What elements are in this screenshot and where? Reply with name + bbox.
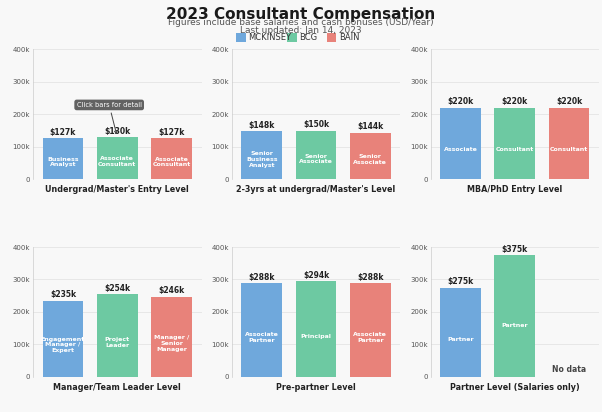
Text: $220k: $220k — [556, 97, 582, 106]
Text: $220k: $220k — [447, 97, 474, 106]
Text: 2023 Consultant Compensation: 2023 Consultant Compensation — [166, 7, 436, 22]
Text: Senior
Business
Analyst: Senior Business Analyst — [246, 151, 278, 168]
Text: $150k: $150k — [303, 120, 329, 129]
X-axis label: Undergrad/Master's Entry Level: Undergrad/Master's Entry Level — [45, 185, 189, 194]
Text: Associate
Partner: Associate Partner — [353, 332, 387, 343]
Text: Last updated: Jan 14, 2023: Last updated: Jan 14, 2023 — [240, 26, 362, 35]
Bar — [350, 283, 391, 377]
Text: Partner: Partner — [501, 323, 528, 328]
Text: Consultant: Consultant — [495, 147, 534, 152]
X-axis label: 2-3yrs at undergrad/Master's Level: 2-3yrs at undergrad/Master's Level — [237, 185, 396, 194]
Text: $144k: $144k — [357, 122, 383, 131]
Bar — [440, 288, 481, 377]
Text: $127k: $127k — [158, 128, 185, 136]
Text: $130k: $130k — [104, 126, 131, 136]
Bar — [494, 255, 535, 377]
Text: Consultant: Consultant — [550, 147, 588, 152]
Text: Associate
Partner: Associate Partner — [245, 332, 279, 343]
Text: BCG: BCG — [300, 33, 318, 42]
Text: $275k: $275k — [447, 277, 474, 286]
Text: $246k: $246k — [158, 286, 185, 295]
X-axis label: Partner Level (Salaries only): Partner Level (Salaries only) — [450, 382, 580, 391]
Text: BAIN: BAIN — [338, 33, 359, 42]
Text: Senior
Associate: Senior Associate — [299, 154, 333, 164]
Text: $254k: $254k — [104, 284, 131, 293]
Bar — [241, 283, 282, 377]
Text: Engagement
Manager /
Expert: Engagement Manager / Expert — [41, 337, 85, 353]
X-axis label: Pre-partner Level: Pre-partner Level — [276, 382, 356, 391]
Text: Senior
Associate: Senior Associate — [353, 154, 387, 165]
Text: Manager /
Senior
Manager: Manager / Senior Manager — [154, 335, 189, 352]
Bar — [296, 131, 337, 179]
Bar — [97, 137, 138, 179]
Text: $375k: $375k — [501, 244, 528, 253]
Text: MCKINSEY: MCKINSEY — [248, 33, 291, 42]
Bar — [43, 138, 83, 179]
Bar — [440, 108, 481, 179]
Bar — [241, 131, 282, 179]
Bar — [494, 108, 535, 179]
X-axis label: Manager/Team Leader Level: Manager/Team Leader Level — [54, 382, 181, 391]
Text: Principal: Principal — [300, 335, 332, 339]
Text: $148k: $148k — [249, 121, 275, 130]
Text: $220k: $220k — [501, 97, 528, 106]
Bar — [151, 297, 192, 377]
Text: $288k: $288k — [357, 273, 383, 282]
Bar — [350, 133, 391, 179]
Bar — [97, 295, 138, 377]
Text: No data: No data — [552, 365, 586, 375]
X-axis label: MBA/PhD Entry Level: MBA/PhD Entry Level — [467, 185, 562, 194]
Bar — [549, 108, 589, 179]
Text: $288k: $288k — [249, 273, 275, 282]
Text: Associate: Associate — [444, 147, 477, 152]
Text: Associate
Consultant: Associate Consultant — [98, 156, 137, 167]
Text: $127k: $127k — [50, 128, 76, 136]
Text: $235k: $235k — [50, 290, 76, 299]
Text: Project
Leader: Project Leader — [105, 337, 130, 348]
Bar — [296, 281, 337, 377]
Text: Associate
Consultant: Associate Consultant — [152, 157, 191, 168]
Text: $294k: $294k — [303, 271, 329, 280]
Text: Click bars for detail: Click bars for detail — [76, 102, 141, 133]
Text: Figures include base salaries and cash bonuses (USD/Year): Figures include base salaries and cash b… — [168, 18, 434, 27]
Bar — [151, 138, 192, 179]
Bar — [43, 301, 83, 377]
Text: Partner: Partner — [447, 337, 474, 342]
Text: Business
Analyst: Business Analyst — [47, 157, 79, 168]
